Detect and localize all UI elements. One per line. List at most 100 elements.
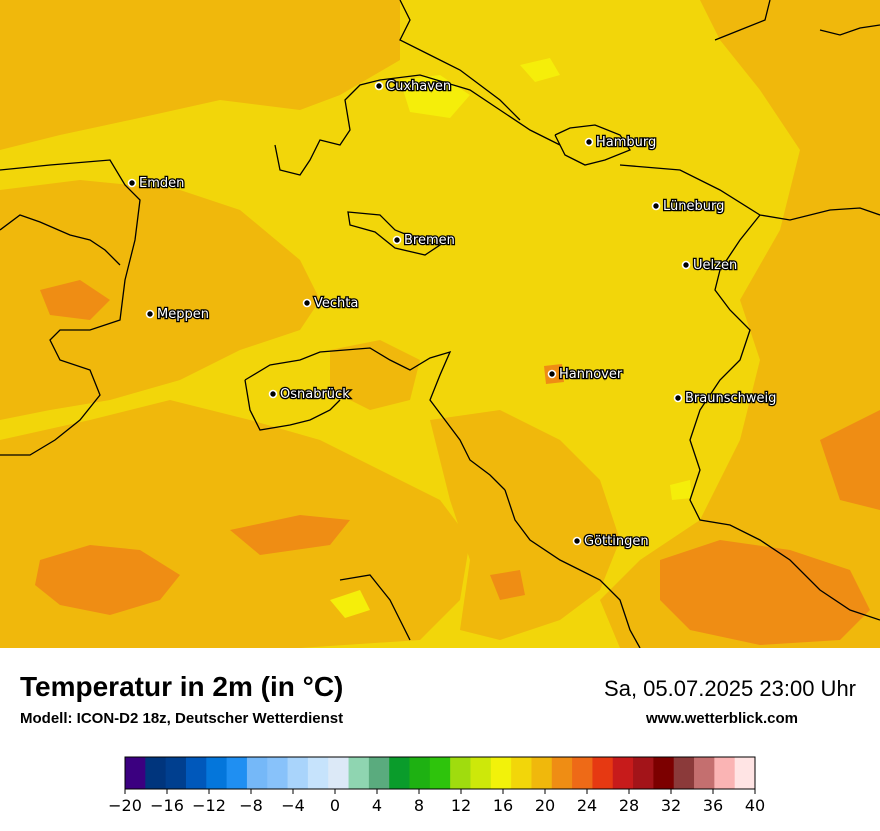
- cool-zone-east: [670, 480, 692, 500]
- scale-swatch: [267, 757, 289, 789]
- city-marker-icon: [651, 201, 661, 211]
- city-markers: Cuxhaven Hamburg Emden Lüneburg Bremen Uelzen…: [127, 78, 778, 550]
- city-braunschweig: Braunschweig: [673, 390, 778, 407]
- temperature-color-scale: −20 −16 −12 −8 −4 0 4 8 12 16 20 24 28 32 36 40: [105, 756, 775, 826]
- cool-temperature-zones: [330, 58, 692, 618]
- scale-tick-label: 0: [330, 796, 340, 815]
- scale-swatch: [592, 757, 614, 789]
- color-scale-canvas: −20 −16 −12 −8 −4 0 4 8 12 16 20 24 28 32 36 40: [108, 756, 765, 815]
- state-border-east-south: [689, 214, 880, 621]
- state-border-south: [339, 574, 411, 641]
- scale-tick-label: 12: [451, 796, 471, 815]
- city-marker-icon: [127, 178, 137, 188]
- city-marker-icon: [302, 298, 312, 308]
- scale-swatch: [633, 757, 654, 789]
- hot-zone-south-central: [490, 570, 525, 600]
- scale-swatch: [145, 757, 167, 789]
- city-marker-icon: [681, 260, 691, 270]
- hamburg-area-border: [554, 124, 631, 166]
- cool-zone-north: [520, 58, 560, 82]
- scale-swatch: [368, 757, 390, 789]
- scale-tick-label: 36: [703, 796, 723, 815]
- scale-tick-label: 16: [493, 796, 513, 815]
- city-uelzen: Uelzen: [681, 257, 738, 274]
- city-marker-icon: [392, 235, 402, 245]
- city-label: Hannover: [559, 367, 623, 382]
- scale-tick-label: −20: [108, 796, 142, 815]
- hot-zone-northwest: [40, 280, 110, 320]
- cool-zone-south: [330, 590, 370, 618]
- scale-swatch: [531, 757, 553, 789]
- warm-temperature-zones: [0, 0, 880, 648]
- warm-zone-central: [330, 340, 420, 410]
- scale-tick-label: −12: [192, 796, 226, 815]
- hot-temperature-zones: [35, 280, 880, 645]
- weser-estuary: [274, 74, 561, 176]
- city-hannover: Hannover: [547, 366, 624, 383]
- city-marker-icon: [584, 137, 594, 147]
- city-marker-icon: [374, 81, 384, 91]
- city-emden: Emden: [127, 175, 186, 192]
- scale-swatch: [348, 757, 370, 789]
- city-label: Cuxhaven: [386, 79, 451, 94]
- scale-tick-label: −16: [150, 796, 184, 815]
- scale-swatch: [734, 757, 756, 789]
- scale-frame: [124, 756, 756, 790]
- hot-zone-south-strip: [230, 515, 350, 555]
- hot-zone-east-edge: [820, 410, 880, 510]
- page-title: Temperatur in 2m (in °C): [20, 671, 344, 702]
- forecast-datetime: Sa, 05.07.2025 23:00 Uhr: [604, 676, 856, 701]
- scale-swatch: [470, 757, 492, 789]
- scale-swatch: [694, 757, 715, 789]
- scale-tick-label: 32: [661, 796, 681, 815]
- state-border-north: [714, 0, 771, 41]
- elbe-river: [399, 0, 521, 121]
- temperature-map: Cuxhaven Hamburg Emden Lüneburg Bremen Uelzen…: [0, 0, 880, 648]
- hot-zone-southeast: [660, 540, 870, 645]
- state-border-northeast: [819, 24, 880, 36]
- scale-tick-label: 8: [414, 796, 424, 815]
- model-subtitle: Modell: ICON-D2 18z, Deutscher Wetterdie…: [20, 710, 344, 727]
- scale-swatch: [165, 757, 187, 789]
- scale-swatch: [653, 757, 675, 789]
- city-marker-icon: [268, 389, 278, 399]
- city-label: Uelzen: [693, 258, 737, 273]
- scale-swatch: [551, 757, 573, 789]
- city-label: Vechta: [314, 296, 358, 311]
- cool-zone-elbe: [400, 75, 470, 118]
- city-cuxhaven: Cuxhaven: [374, 78, 452, 95]
- scale-swatch: [450, 757, 471, 789]
- scale-swatch: [246, 757, 268, 789]
- website-link[interactable]: www.wetterblick.com: [646, 710, 798, 727]
- scale-swatch: [185, 757, 207, 789]
- scale-swatch: [307, 757, 329, 789]
- city-meppen: Meppen: [145, 306, 210, 323]
- city-label: Göttingen: [584, 534, 649, 549]
- state-border-east: [619, 164, 880, 221]
- city-label: Bremen: [404, 233, 455, 248]
- scale-swatch: [612, 757, 634, 789]
- scale-swatch: [287, 757, 309, 789]
- city-marker-icon: [547, 369, 557, 379]
- city-marker-icon: [572, 536, 582, 546]
- city-label: Hamburg: [596, 135, 656, 150]
- scale-swatch: [206, 757, 228, 789]
- city-bremen: Bremen: [392, 232, 456, 249]
- warm-zone-northwest: [0, 0, 400, 150]
- scale-swatch: [328, 757, 350, 789]
- warm-zone-west: [0, 180, 320, 420]
- scale-swatch: [226, 757, 248, 789]
- city-gttingen: Göttingen: [572, 533, 650, 550]
- state-border-south-loop: [244, 379, 341, 431]
- scale-tick-label: −8: [239, 796, 263, 815]
- city-label: Emden: [139, 176, 184, 191]
- coastline-and-borders: [0, 0, 880, 648]
- map-canvas: Cuxhaven Hamburg Emden Lüneburg Bremen Uelzen…: [0, 0, 880, 648]
- city-label: Meppen: [157, 307, 209, 322]
- scale-swatch: [572, 757, 593, 789]
- scale-swatch: [409, 757, 431, 789]
- scale-swatch: [714, 757, 736, 789]
- scale-swatch: [389, 757, 411, 789]
- scale-swatch: [125, 757, 146, 789]
- scale-tick-label: 4: [372, 796, 382, 815]
